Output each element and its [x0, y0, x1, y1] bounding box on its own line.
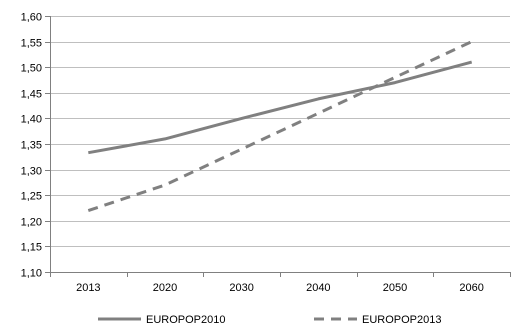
y-tick-label: 1,40	[21, 114, 42, 126]
x-axis-ticks: 2013 2020 2030 2040 2050 2060	[50, 272, 511, 294]
legend-label-europop2013: EUROPOP2013	[362, 314, 441, 326]
y-axis-ticks: 1,10 1,15 1,20 1,25 1,30 1,35 1,40 1,45 1,50 1,55…	[21, 12, 50, 280]
y-tick-label: 1,50	[21, 63, 42, 75]
x-tick-label: 2060	[459, 282, 483, 294]
x-tick-label: 2050	[383, 282, 407, 294]
y-tick-label: 1,55	[21, 38, 42, 50]
series-lines	[87, 40, 473, 213]
legend-label-europop2010: EUROPOP2010	[146, 314, 225, 326]
gridlines	[50, 16, 510, 247]
y-tick-label: 1,60	[21, 12, 42, 24]
x-tick-label: 2013	[76, 282, 100, 294]
x-tick-label: 2040	[306, 282, 330, 294]
x-tick-label: 2020	[153, 282, 177, 294]
y-tick-label: 1,45	[21, 89, 42, 101]
y-tick-label: 1,25	[21, 191, 42, 203]
y-tick-label: 1,30	[21, 166, 42, 178]
y-tick-label: 1,10	[21, 268, 42, 280]
y-tick-label: 1,20	[21, 217, 42, 229]
series-line-europop2010	[88, 60, 473, 155]
y-tick-label: 1,15	[21, 242, 42, 254]
series-line-europop2013	[87, 40, 473, 213]
x-tick-label: 2030	[229, 282, 253, 294]
legend: EUROPOP2010 EUROPOP2013	[98, 314, 441, 326]
y-tick-label: 1,35	[21, 140, 42, 152]
